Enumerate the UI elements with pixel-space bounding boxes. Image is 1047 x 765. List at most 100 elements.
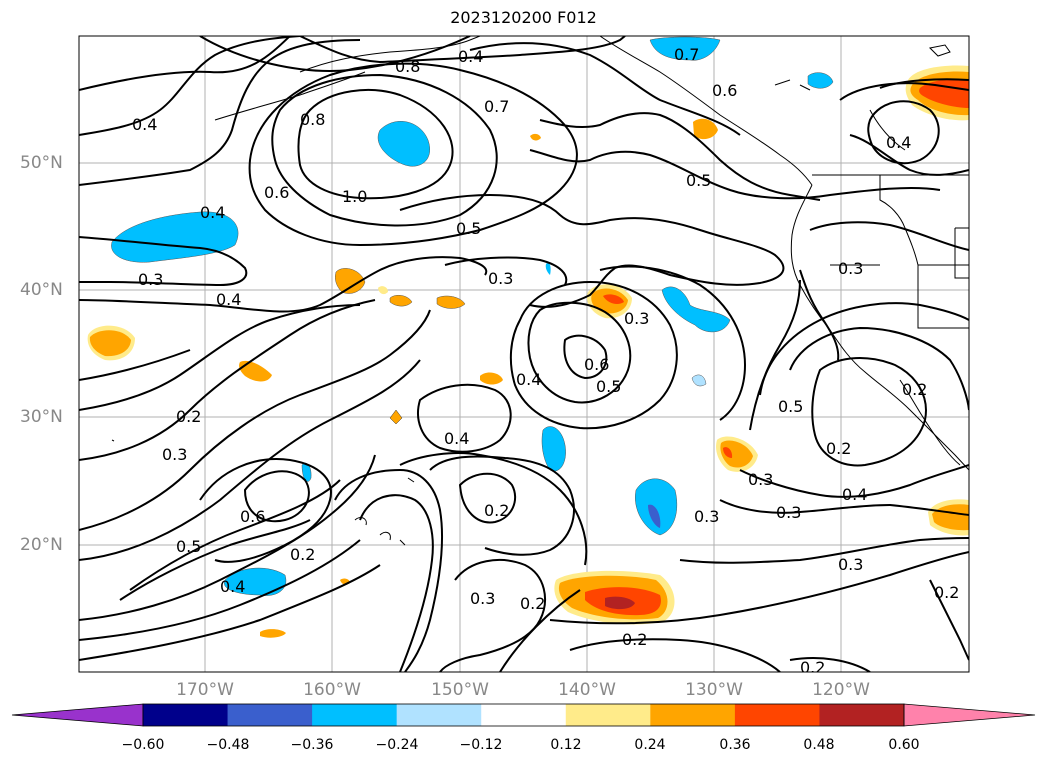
neg-anomaly-blob	[661, 286, 731, 333]
contour-label: 0.4	[220, 577, 245, 596]
lat-label-20n: 20°N	[20, 535, 63, 555]
lat-label-40n: 40°N	[20, 280, 63, 300]
neg-anomaly-blob	[545, 262, 551, 275]
lon-label-160w: 160°W	[303, 680, 361, 700]
lon-label-130w: 130°W	[685, 680, 743, 700]
contour-lines	[79, 36, 969, 672]
contour-label: 0.4	[132, 115, 157, 134]
pos-anomaly-blob	[919, 79, 969, 108]
colorbar-segment	[734, 704, 820, 726]
contour-label: 0.2	[934, 583, 959, 602]
contour-label: 0.4	[444, 429, 469, 448]
colorbar-border	[142, 703, 905, 727]
contour-label: 0.4	[516, 370, 541, 389]
contour-label: 0.3	[624, 309, 649, 328]
contour-label: 0.3	[488, 269, 513, 288]
pos-anomaly-blob	[720, 440, 753, 468]
pos-anomaly-blob	[603, 294, 624, 304]
contour-label: 0.4	[216, 290, 241, 309]
map-area	[79, 36, 969, 672]
pos-anomaly-blob	[480, 372, 503, 385]
colorbar-segment	[396, 704, 482, 726]
colorbar-segment	[650, 704, 736, 726]
contour-label: 0.3	[694, 507, 719, 526]
contour-label: 0.3	[838, 555, 863, 574]
contour-label: 0.7	[674, 45, 699, 64]
contour-label: 0.3	[138, 270, 163, 289]
pos-anomaly-blob	[389, 294, 413, 307]
colorbar-tick: −0.60	[121, 737, 165, 753]
contour-label: 0.4	[842, 485, 867, 504]
pos-anomaly-blob	[530, 133, 541, 141]
contour-label: 0.4	[200, 203, 225, 222]
neg-anomaly-blob	[635, 478, 678, 536]
colorbar-segment	[227, 704, 313, 726]
colorbar-segment	[481, 704, 567, 726]
contour-label: 0.5	[456, 219, 481, 238]
colorbar-tick: −0.36	[290, 737, 334, 753]
contour-label: 0.2	[826, 439, 851, 458]
colorbar-extend-high	[903, 703, 1036, 727]
contour-label: 0.8	[300, 110, 325, 129]
colorbar-tick: −0.12	[459, 737, 503, 753]
pos-anomaly-blob	[260, 629, 286, 638]
neg-anomaly-blob	[691, 374, 707, 387]
contour-label: 0.2	[902, 380, 927, 399]
contour-label: 1.0	[342, 187, 367, 206]
contour-label: 0.6	[584, 355, 609, 374]
contour-label: 0.6	[712, 81, 737, 100]
pos-anomaly-blob	[723, 447, 733, 458]
pos-anomaly-blob	[335, 268, 366, 294]
contour-label: 0.4	[458, 47, 483, 66]
contour-label: 0.3	[470, 589, 495, 608]
contour-label: 0.5	[596, 377, 621, 396]
pos-anomaly-blob	[605, 596, 635, 610]
lon-label-150w: 150°W	[431, 680, 489, 700]
lat-label-50n: 50°N	[20, 153, 63, 173]
colorbar-segment	[312, 704, 398, 726]
contour-label: 0.3	[162, 445, 187, 464]
lon-label-140w: 140°W	[558, 680, 616, 700]
contour-label: 0.2	[290, 545, 315, 564]
contour-label: 0.8	[395, 57, 420, 76]
contour-label: 0.3	[838, 259, 863, 278]
colorbar-tick: 0.36	[719, 737, 751, 753]
contour-label: 0.2	[622, 630, 647, 649]
lon-label-120w: 120°W	[812, 680, 870, 700]
neg-anomaly-blob	[807, 72, 834, 89]
map-border	[78, 35, 970, 673]
colorbar-extend-low	[11, 703, 144, 727]
pos-anomaly-blob	[239, 360, 272, 382]
lon-label-170w: 170°W	[176, 680, 234, 700]
neg-anomaly-blob	[648, 504, 661, 528]
colorbar-tick: −0.48	[206, 737, 250, 753]
pos-anomaly-blob	[378, 286, 388, 295]
contour-label: 0.2	[800, 658, 825, 677]
pos-anomaly-blob	[389, 409, 403, 425]
contour-label: 0.3	[748, 470, 773, 489]
gridlines	[79, 36, 969, 672]
contour-label: 0.6	[240, 507, 265, 526]
colorbar	[11, 703, 1036, 727]
colorbar-tick: 0.60	[888, 737, 920, 753]
contour-label: 0.2	[484, 501, 509, 520]
contour-label: 0.6	[264, 183, 289, 202]
colorbar-segment	[565, 704, 651, 726]
pos-anomaly-blob	[89, 330, 131, 357]
neg-anomaly-blob	[649, 36, 721, 61]
contour-label: 0.5	[176, 537, 201, 556]
contour-label: 0.3	[776, 503, 801, 522]
contour-labels: 0.4 0.8 0.7 0.4 0.6 0.7 0.8 0.6 1.0 0.4 …	[132, 45, 959, 677]
contour-label: 0.2	[520, 594, 545, 613]
pos-anomaly-blob	[436, 295, 466, 309]
contour-label: 0.5	[778, 397, 803, 416]
shaded-anomalies	[87, 36, 969, 638]
map-title: 2023120200 F012	[450, 8, 597, 27]
contour-label: 0.7	[484, 97, 509, 116]
contour-label: 0.5	[686, 171, 711, 190]
neg-anomaly-blob	[377, 121, 430, 167]
colorbar-tick: −0.24	[375, 737, 419, 753]
colorbar-segment	[819, 704, 905, 726]
neg-anomaly-blob	[541, 426, 566, 472]
